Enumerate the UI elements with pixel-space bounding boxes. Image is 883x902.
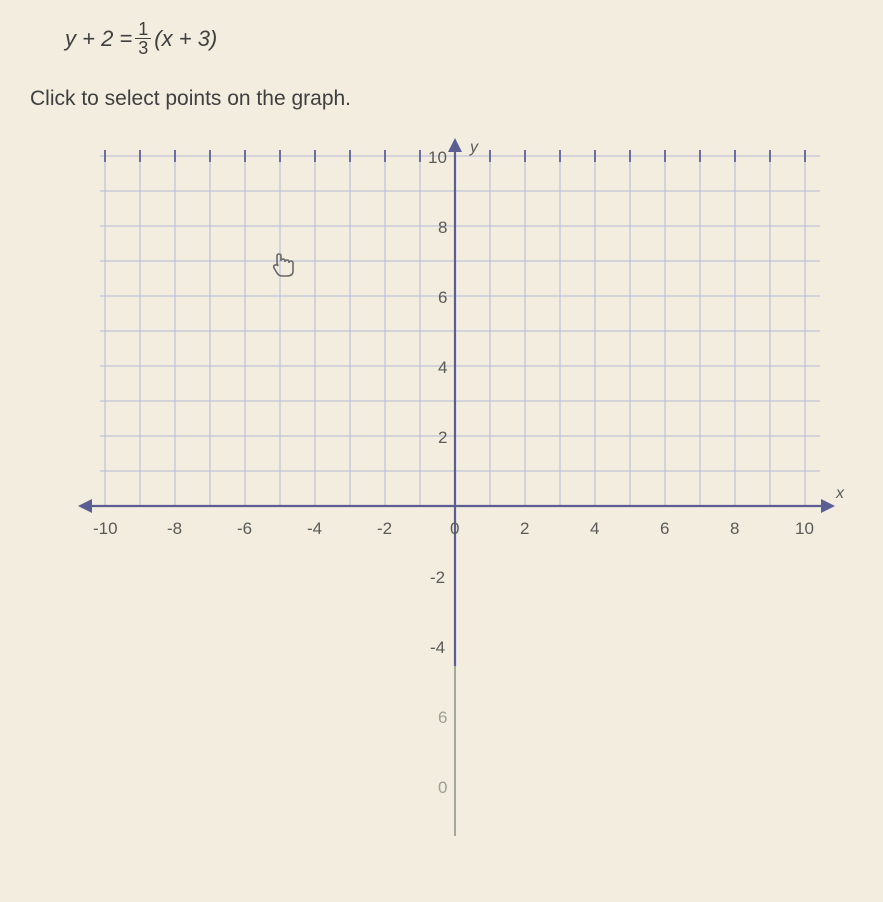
x-tick-label: 2 (520, 519, 529, 538)
x-tick-label: -10 (93, 519, 118, 538)
x-axis-arrow-right (821, 499, 835, 513)
equation-right: (x + 3) (154, 26, 217, 52)
y-axis-label: y (469, 139, 479, 156)
y-tick-label: 10 (428, 148, 447, 167)
y-tick-label-faint: 0 (438, 778, 447, 797)
x-tick-label: 0 (450, 519, 459, 538)
equation-left: y + 2 = (65, 26, 132, 52)
x-tick-label: 8 (730, 519, 739, 538)
y-axis-arrow-up (448, 138, 462, 152)
y-tick-label: 2 (438, 428, 447, 447)
x-tick-label: 6 (660, 519, 669, 538)
graph-area[interactable]: y x -10 -8 -6 -4 -2 0 2 4 6 8 10 10 8 6 … (60, 136, 853, 856)
x-tick-label: -4 (307, 519, 322, 538)
coordinate-grid[interactable]: y x -10 -8 -6 -4 -2 0 2 4 6 8 10 10 8 6 … (60, 136, 860, 856)
x-tick-label: 10 (795, 519, 814, 538)
grid-lines (100, 150, 820, 506)
x-tick-label: 4 (590, 519, 599, 538)
y-tick-label: 8 (438, 218, 447, 237)
y-tick-label-faint: 6 (438, 708, 447, 727)
y-tick-label: -4 (430, 638, 445, 657)
x-tick-label: -2 (377, 519, 392, 538)
x-axis-label: x (835, 485, 845, 502)
x-tick-label: -6 (237, 519, 252, 538)
y-tick-label: -2 (430, 568, 445, 587)
y-tick-label: 4 (438, 358, 447, 377)
equation-fraction: 1 3 (135, 20, 151, 57)
pointer-cursor-icon (271, 251, 295, 279)
instruction-text: Click to select points on the graph. (30, 87, 853, 111)
fraction-denominator: 3 (135, 39, 151, 57)
equation: y + 2 = 1 3 (x + 3) (65, 20, 853, 57)
y-tick-label: 6 (438, 288, 447, 307)
x-tick-label: -8 (167, 519, 182, 538)
fraction-numerator: 1 (135, 20, 151, 39)
x-axis-arrow-left (78, 499, 92, 513)
